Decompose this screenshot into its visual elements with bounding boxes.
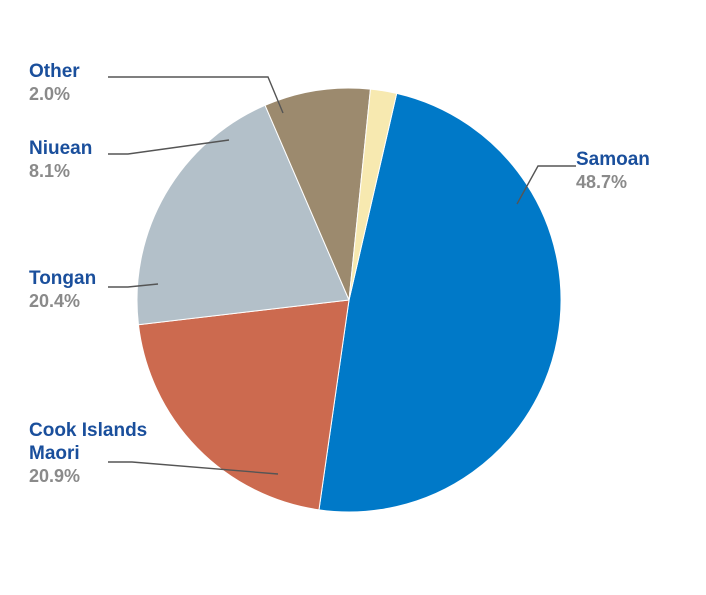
leader-line-cook-islands-maori — [108, 461, 279, 475]
slice-name-label-tongan: Tongan — [29, 268, 96, 289]
leader-line-samoan — [516, 165, 576, 205]
slice-value-label-niuean: 8.1% — [29, 161, 70, 181]
slice-value-label-tongan: 20.4% — [29, 291, 80, 311]
leader-lines — [108, 76, 576, 475]
leader-line-other — [108, 76, 284, 114]
leader-line-niuean — [108, 139, 230, 155]
pie-slice-tongan — [136, 104, 350, 326]
pie-slice-cook-islands-maori — [137, 299, 350, 511]
slice-value-label-samoan: 48.7% — [576, 172, 627, 192]
leader-line-tongan — [108, 283, 159, 288]
pie-slices — [136, 87, 562, 513]
pie-slice-samoan — [318, 92, 562, 513]
slice-value-label-other: 2.0% — [29, 84, 70, 104]
slice-name-label-cook-islands-maori: Cook Islands — [29, 420, 147, 441]
slice-name-label-cook-islands-maori: Maori — [29, 443, 80, 464]
pie-slice-other — [348, 88, 398, 301]
pie-slice-niuean — [264, 87, 371, 302]
slice-name-label-other: Other — [29, 61, 80, 82]
slice-value-label-cook-islands-maori: 20.9% — [29, 466, 80, 486]
slice-name-label-niuean: Niuean — [29, 138, 92, 159]
slice-name-label-samoan: Samoan — [576, 149, 650, 170]
